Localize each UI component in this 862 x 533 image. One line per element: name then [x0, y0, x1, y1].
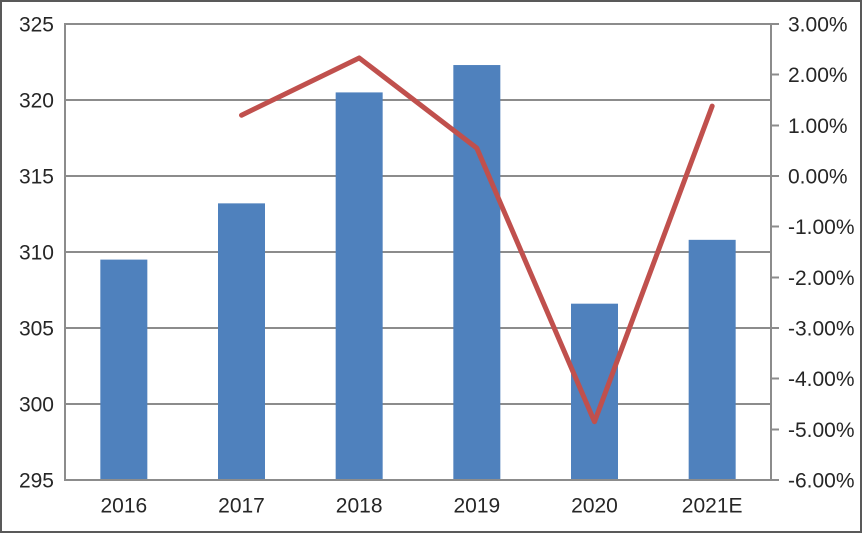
- bar-2016: [100, 259, 148, 480]
- right-axis-label: -1.00%: [788, 216, 855, 239]
- left-axis-label: 315: [19, 166, 54, 189]
- bar-2019: [453, 65, 501, 480]
- right-axis-label: -2.00%: [788, 267, 855, 290]
- right-axis-label: -6.00%: [788, 470, 855, 493]
- left-axis-label: 320: [19, 90, 54, 113]
- x-axis-label: 2020: [571, 495, 618, 518]
- right-axis-label: -4.00%: [788, 368, 855, 391]
- right-axis-label: -3.00%: [788, 318, 855, 341]
- left-axis-label: 325: [19, 14, 54, 37]
- left-axis-label: 295: [19, 470, 54, 493]
- left-axis-label: 300: [19, 394, 54, 417]
- bar-2020: [571, 303, 618, 480]
- plot-border: [64, 23, 772, 481]
- bar-2017: [218, 203, 265, 481]
- right-axis-label: 3.00%: [788, 14, 848, 37]
- right-axis-label: 0.00%: [788, 166, 848, 189]
- right-axis-label: 2.00%: [788, 64, 848, 87]
- left-axis-label: 310: [19, 242, 54, 265]
- x-axis-label: 2018: [336, 495, 383, 518]
- right-axis-label: -5.00%: [788, 419, 855, 442]
- bar-2021E: [688, 239, 736, 480]
- x-axis-label: 2019: [453, 495, 500, 518]
- x-axis-label: 2017: [218, 495, 265, 518]
- x-axis-label: 2016: [100, 495, 147, 518]
- bar-2018: [335, 92, 383, 481]
- left-axis-label: 305: [19, 318, 54, 341]
- x-axis-label: 2021E: [682, 495, 743, 518]
- growth-line: [239, 55, 715, 425]
- right-axis-label: 1.00%: [788, 115, 848, 138]
